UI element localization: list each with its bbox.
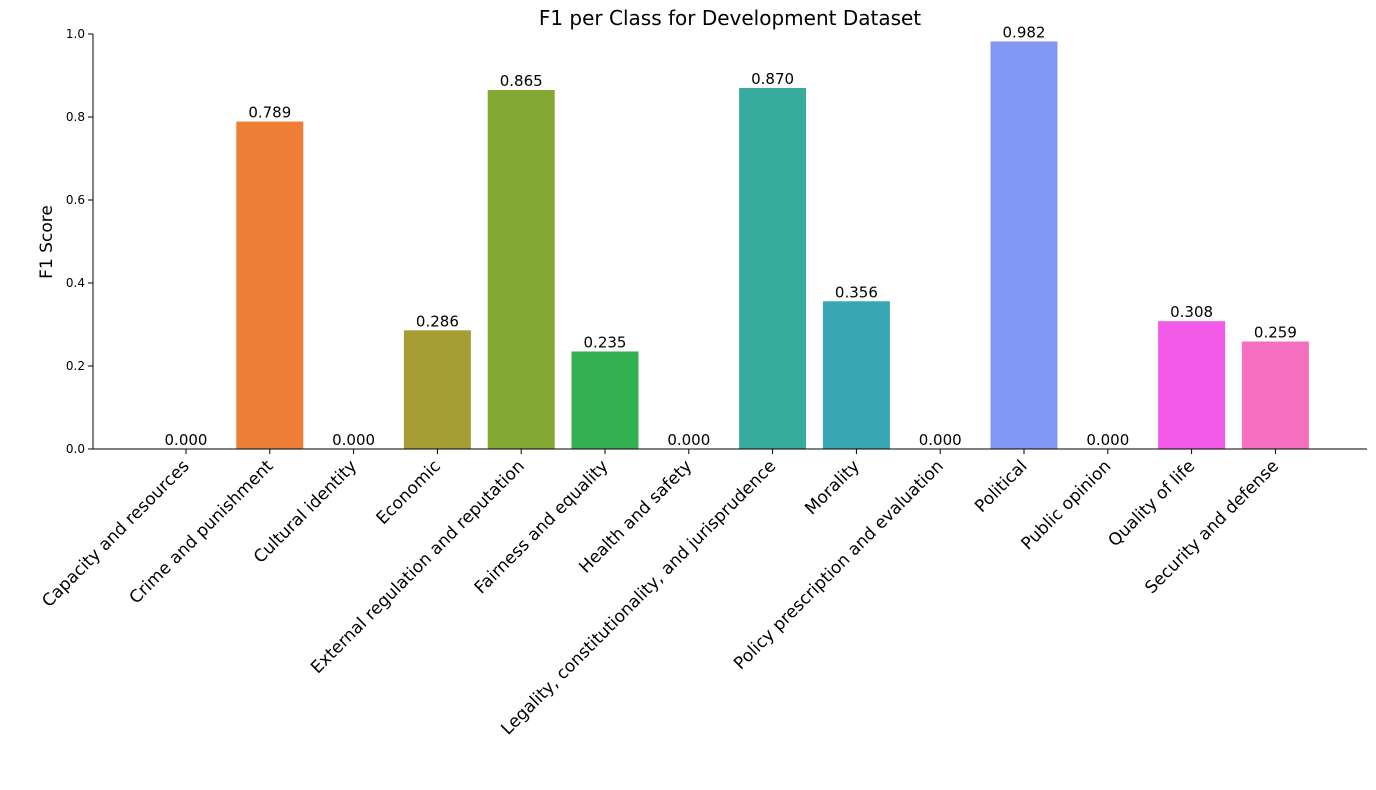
bar: [1241, 341, 1309, 449]
y-tick-label: 0.4: [66, 276, 85, 290]
bar-value-label: 0.235: [584, 333, 627, 351]
bar-value-label: 0.000: [919, 431, 962, 449]
y-tick-label: 1.0: [66, 27, 85, 41]
x-tick-label: Morality: [801, 456, 864, 519]
x-tick-label: Public opinion: [1018, 456, 1116, 554]
bar: [739, 87, 807, 449]
x-tick-label: Economic: [373, 456, 445, 528]
y-tick-label: 0.6: [66, 193, 85, 207]
bar: [1158, 321, 1226, 449]
x-tick-label: Capacity and resources: [38, 456, 193, 611]
bar-value-label: 0.000: [667, 431, 710, 449]
y-axis-ticks: 0.0 0.2 0.4 0.6 0.8 1.0: [66, 27, 93, 456]
bar-value-label: 0.259: [1254, 324, 1297, 342]
bars-group: [236, 41, 1309, 450]
y-tick-label: 0.8: [66, 110, 85, 124]
bar: [236, 121, 304, 449]
bar-value-label: 0.308: [1170, 303, 1213, 321]
bar-value-label: 0.000: [1086, 431, 1129, 449]
y-axis-label: F1 Score: [37, 205, 57, 279]
x-tick-label: Quality of life: [1104, 456, 1199, 551]
bar: [487, 90, 555, 450]
bar-value-label: 0.286: [416, 312, 459, 330]
bar-value-label: 0.982: [1003, 23, 1046, 41]
bar-value-label: 0.789: [248, 104, 291, 122]
bar: [990, 41, 1058, 449]
bar-value-label: 0.865: [500, 72, 543, 90]
bar-value-label: 0.356: [835, 283, 878, 301]
x-tick-label: Political: [971, 456, 1031, 516]
bar-value-label: 0.000: [165, 431, 208, 449]
y-tick-label: 0.0: [66, 442, 85, 456]
chart-title: F1 per Class for Development Dataset: [539, 6, 921, 30]
bar: [822, 301, 890, 449]
bar-value-label: 0.870: [751, 70, 794, 88]
data-labels-group: 0.000 0.789 0.000 0.286 0.865 0.235 0.000 0.870…: [165, 23, 1297, 449]
bar-value-label: 0.000: [332, 431, 375, 449]
bar: [571, 351, 639, 449]
y-tick-label: 0.2: [66, 359, 85, 373]
bar: [403, 330, 471, 449]
x-tick-label: Crime and punishment: [126, 456, 278, 608]
